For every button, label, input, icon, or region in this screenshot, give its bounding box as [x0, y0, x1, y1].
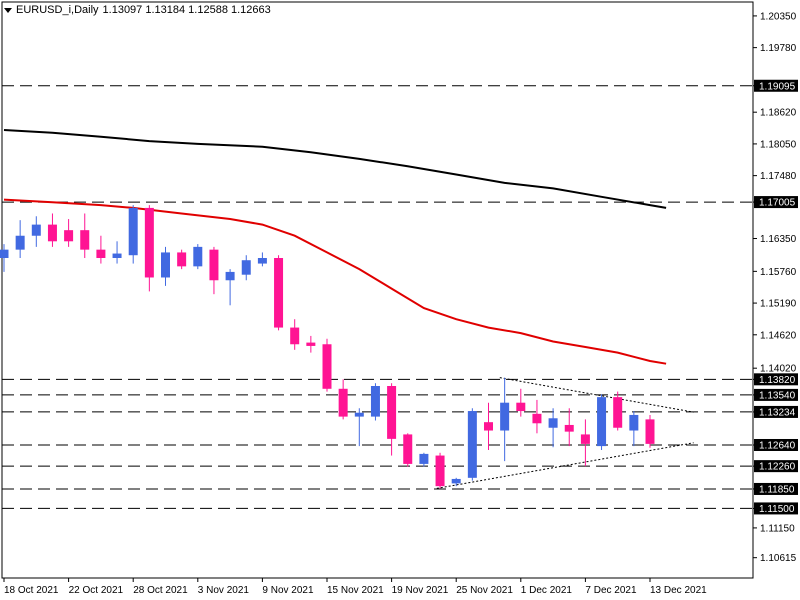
- y-tick-label: 1.15760: [760, 267, 797, 278]
- x-tick-label: 22 Oct 2021: [69, 585, 124, 596]
- y-tick-label: 1.14620: [760, 330, 797, 341]
- level-label-box: [754, 460, 798, 473]
- candle-bull[interactable]: [15, 235, 25, 250]
- candle-bull[interactable]: [419, 453, 429, 464]
- triangle-lower-trendline[interactable]: [436, 442, 694, 489]
- candle-bear[interactable]: [290, 327, 300, 345]
- symbol-label: EURUSD_i,Daily: [16, 4, 99, 16]
- candle-bull[interactable]: [128, 207, 138, 256]
- ma-slow-line: [3, 129, 667, 209]
- candle-bull[interactable]: [241, 260, 251, 275]
- level-label-box: [754, 482, 798, 495]
- x-tick-label: 3 Nov 2021: [198, 585, 250, 596]
- x-tick-label: 28 Oct 2021: [133, 585, 188, 596]
- candle-bear[interactable]: [96, 249, 106, 258]
- y-tick-label: 1.16350: [760, 234, 797, 245]
- level-label-box: [754, 438, 798, 451]
- candle-bear[interactable]: [80, 230, 90, 250]
- level-label-box: [754, 373, 798, 386]
- dropdown-triangle-icon[interactable]: [4, 7, 12, 13]
- candle-bull[interactable]: [370, 386, 380, 417]
- y-tick-label: 1.19780: [760, 43, 797, 54]
- ma-fast-line: [3, 198, 667, 365]
- level-label: 1.11850: [759, 484, 795, 495]
- ohlc-values: 1.13097 1.13184 1.12588 1.12663: [102, 4, 271, 16]
- y-tick-label: 1.18050: [760, 139, 797, 150]
- candle-bear[interactable]: [387, 386, 397, 439]
- y-tick-label: 1.14020: [760, 364, 797, 375]
- candle-bear[interactable]: [532, 413, 542, 424]
- level-label: 1.13234: [759, 407, 796, 418]
- candle-bull[interactable]: [467, 411, 477, 478]
- candle-bull[interactable]: [548, 418, 558, 428]
- candle-bear[interactable]: [613, 397, 623, 428]
- candle-bull[interactable]: [597, 397, 607, 447]
- x-tick-label: 7 Dec 2021: [585, 585, 637, 596]
- candle-bear[interactable]: [564, 424, 574, 432]
- x-tick-label: 1 Dec 2021: [521, 585, 573, 596]
- candle-bear[interactable]: [177, 252, 187, 267]
- candle-bull[interactable]: [31, 224, 41, 236]
- candle-bear[interactable]: [306, 342, 316, 346]
- level-label: 1.17005: [759, 198, 796, 209]
- candle-bull[interactable]: [0, 249, 9, 258]
- candle-bear[interactable]: [435, 455, 445, 487]
- candle-bull[interactable]: [629, 414, 639, 431]
- y-tick-label: 1.11150: [760, 523, 795, 534]
- candle-bear[interactable]: [484, 422, 493, 431]
- candle-bull[interactable]: [451, 478, 461, 484]
- y-tick-label: 1.18620: [760, 108, 797, 119]
- candle-bear[interactable]: [516, 402, 526, 412]
- level-label: 1.12640: [759, 440, 796, 451]
- candle-bear[interactable]: [144, 207, 154, 278]
- x-tick-label: 15 Nov 2021: [327, 585, 384, 596]
- x-tick-label: 25 Nov 2021: [456, 585, 513, 596]
- x-tick-label: 18 Oct 2021: [4, 585, 59, 596]
- level-label: 1.12260: [759, 462, 796, 473]
- level-label-box: [754, 388, 798, 401]
- candle-bear[interactable]: [645, 419, 655, 444]
- candle-bear[interactable]: [338, 388, 348, 417]
- level-label: 1.13540: [759, 390, 796, 401]
- chart-title: EURUSD_i,Daily 1.13097 1.13184 1.12588 1…: [4, 4, 271, 16]
- candle-bull[interactable]: [112, 253, 122, 258]
- candle-bull[interactable]: [500, 402, 510, 431]
- candle-bull[interactable]: [193, 246, 203, 267]
- y-tick-label: 1.20350: [760, 11, 797, 22]
- plot-frame: [1, 1, 754, 579]
- candle-bear[interactable]: [47, 224, 57, 242]
- x-tick-label: 13 Dec 2021: [650, 585, 707, 596]
- level-label: 1.11500: [759, 504, 795, 515]
- x-tick-label: 19 Nov 2021: [392, 585, 449, 596]
- candle-bear[interactable]: [322, 344, 332, 389]
- triangle-upper-trendline[interactable]: [499, 377, 694, 413]
- candle-bear[interactable]: [580, 434, 590, 444]
- candle-bear[interactable]: [209, 249, 219, 281]
- level-label: 1.13820: [759, 375, 796, 386]
- candle-bull[interactable]: [225, 271, 235, 281]
- x-tick-label: 9 Nov 2021: [262, 585, 314, 596]
- candle-bull[interactable]: [257, 258, 267, 264]
- candle-bull[interactable]: [161, 252, 170, 278]
- y-tick-label: 1.15190: [760, 299, 797, 310]
- y-tick-label: 1.17480: [760, 171, 797, 182]
- candle-bull[interactable]: [354, 412, 364, 417]
- y-tick-label: 1.10615: [760, 553, 797, 564]
- level-label-box: [754, 502, 798, 515]
- level-label: 1.19095: [759, 81, 796, 92]
- level-label-box: [754, 79, 798, 92]
- candle-bear[interactable]: [403, 434, 413, 464]
- level-label-box: [754, 196, 798, 209]
- candle-bear[interactable]: [274, 258, 284, 328]
- level-label-box: [754, 405, 798, 418]
- candle-bear[interactable]: [64, 230, 74, 242]
